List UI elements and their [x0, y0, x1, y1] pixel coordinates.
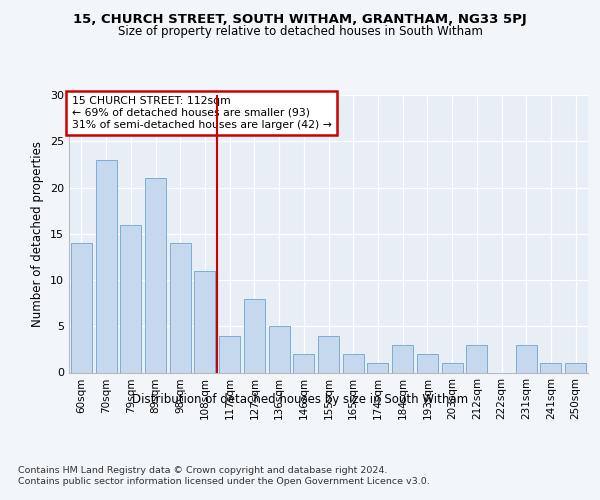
Bar [145, 178, 166, 372]
Bar [516, 345, 537, 372]
Bar [466, 345, 487, 372]
Text: Distribution of detached houses by size in South Witham: Distribution of detached houses by size … [132, 392, 468, 406]
Bar [219, 336, 240, 372]
Bar [318, 336, 339, 372]
Bar [269, 326, 290, 372]
Bar [565, 363, 586, 372]
Bar [367, 363, 388, 372]
Text: 15 CHURCH STREET: 112sqm
← 69% of detached houses are smaller (93)
31% of semi-d: 15 CHURCH STREET: 112sqm ← 69% of detach… [71, 96, 331, 130]
Bar [442, 363, 463, 372]
Bar [244, 298, 265, 372]
Bar [417, 354, 438, 372]
Bar [343, 354, 364, 372]
Text: Contains HM Land Registry data © Crown copyright and database right 2024.: Contains HM Land Registry data © Crown c… [18, 466, 388, 475]
Text: Contains public sector information licensed under the Open Government Licence v3: Contains public sector information licen… [18, 478, 430, 486]
Bar [392, 345, 413, 372]
Y-axis label: Number of detached properties: Number of detached properties [31, 141, 44, 327]
Text: 15, CHURCH STREET, SOUTH WITHAM, GRANTHAM, NG33 5PJ: 15, CHURCH STREET, SOUTH WITHAM, GRANTHA… [73, 12, 527, 26]
Bar [170, 243, 191, 372]
Bar [541, 363, 562, 372]
Bar [95, 160, 116, 372]
Text: Size of property relative to detached houses in South Witham: Size of property relative to detached ho… [118, 25, 482, 38]
Bar [293, 354, 314, 372]
Bar [71, 243, 92, 372]
Bar [120, 224, 141, 372]
Bar [194, 271, 215, 372]
